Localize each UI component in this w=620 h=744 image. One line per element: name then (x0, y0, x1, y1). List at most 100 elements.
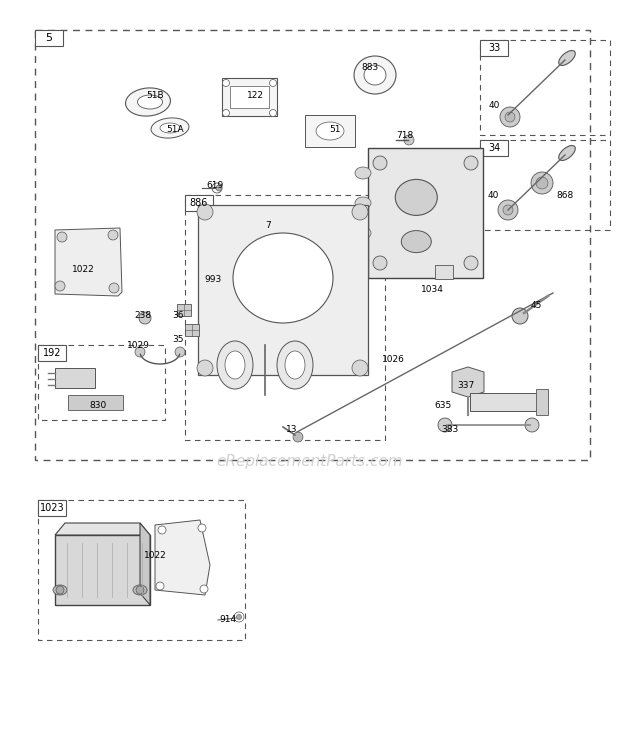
Ellipse shape (285, 351, 305, 379)
Text: 40: 40 (487, 190, 498, 199)
Circle shape (373, 256, 387, 270)
Bar (38, 345, 66, 361)
Circle shape (197, 360, 213, 376)
Ellipse shape (355, 197, 371, 209)
Ellipse shape (138, 95, 162, 109)
Ellipse shape (316, 122, 344, 140)
Text: 718: 718 (396, 130, 414, 139)
Circle shape (536, 177, 548, 189)
Text: 383: 383 (441, 426, 459, 434)
Circle shape (158, 526, 166, 534)
Circle shape (197, 204, 213, 220)
Circle shape (175, 347, 185, 357)
Text: 192: 192 (43, 348, 61, 358)
Circle shape (108, 230, 118, 240)
Circle shape (464, 156, 478, 170)
Ellipse shape (126, 88, 171, 116)
Ellipse shape (364, 65, 386, 85)
Bar (35, 30, 590, 460)
Text: 1034: 1034 (420, 286, 443, 295)
Polygon shape (140, 523, 150, 605)
Text: eReplacementParts.com: eReplacementParts.com (216, 454, 404, 469)
Circle shape (57, 232, 67, 242)
Ellipse shape (354, 56, 396, 94)
Text: 635: 635 (435, 400, 451, 409)
Text: 868: 868 (556, 190, 574, 199)
Bar (435, 265, 453, 279)
Bar (470, 393, 540, 411)
Text: 35: 35 (172, 336, 184, 344)
Circle shape (109, 283, 119, 293)
Text: 619: 619 (206, 181, 224, 190)
Circle shape (464, 256, 478, 270)
Text: 830: 830 (89, 400, 107, 409)
Text: 1022: 1022 (72, 266, 94, 275)
Ellipse shape (559, 51, 575, 65)
Circle shape (525, 418, 539, 432)
Circle shape (139, 312, 151, 324)
Ellipse shape (401, 231, 432, 253)
Polygon shape (55, 523, 150, 535)
Text: 1026: 1026 (381, 356, 404, 365)
Text: 51A: 51A (166, 126, 184, 135)
Bar (55, 368, 95, 388)
Ellipse shape (151, 118, 189, 138)
Ellipse shape (133, 585, 147, 595)
Text: 1023: 1023 (40, 503, 64, 513)
Circle shape (352, 360, 368, 376)
Circle shape (136, 586, 144, 594)
Circle shape (234, 612, 244, 622)
Text: 883: 883 (361, 63, 379, 72)
Text: 36: 36 (172, 310, 184, 319)
Bar (177, 304, 191, 316)
Circle shape (212, 183, 222, 193)
Polygon shape (155, 520, 210, 595)
Ellipse shape (233, 233, 333, 323)
Ellipse shape (225, 351, 245, 379)
Text: 45: 45 (530, 301, 542, 310)
Ellipse shape (277, 341, 313, 389)
Bar (185, 195, 213, 211)
Ellipse shape (160, 123, 180, 133)
Circle shape (503, 205, 513, 215)
Circle shape (56, 586, 64, 594)
Circle shape (373, 156, 387, 170)
Text: 5: 5 (45, 33, 53, 43)
Circle shape (293, 432, 303, 442)
Text: 51B: 51B (146, 91, 164, 100)
Text: 13: 13 (286, 426, 298, 434)
Circle shape (512, 308, 528, 324)
Polygon shape (55, 228, 122, 296)
Circle shape (236, 615, 242, 620)
Circle shape (135, 347, 145, 357)
Circle shape (55, 281, 65, 291)
Text: 40: 40 (489, 100, 500, 109)
Ellipse shape (355, 227, 371, 239)
Bar (230, 86, 269, 108)
Text: 7: 7 (265, 220, 271, 229)
Bar (38, 500, 66, 516)
Bar (480, 140, 508, 156)
Bar (222, 78, 277, 116)
Bar (35, 30, 63, 46)
Circle shape (198, 524, 206, 532)
Text: 886: 886 (190, 198, 208, 208)
Bar (68, 395, 123, 410)
Text: 51: 51 (329, 126, 341, 135)
Text: 993: 993 (205, 275, 221, 284)
Ellipse shape (217, 341, 253, 389)
Text: 337: 337 (458, 380, 475, 390)
Circle shape (438, 418, 452, 432)
Bar (38, 345, 165, 420)
Circle shape (270, 80, 277, 86)
Circle shape (270, 109, 277, 117)
Circle shape (505, 112, 515, 122)
Circle shape (216, 185, 222, 191)
Text: 914: 914 (219, 615, 237, 624)
Circle shape (352, 204, 368, 220)
Circle shape (200, 585, 208, 593)
Ellipse shape (53, 585, 67, 595)
Polygon shape (452, 367, 484, 397)
Bar (480, 40, 610, 135)
Text: 1022: 1022 (144, 551, 166, 559)
